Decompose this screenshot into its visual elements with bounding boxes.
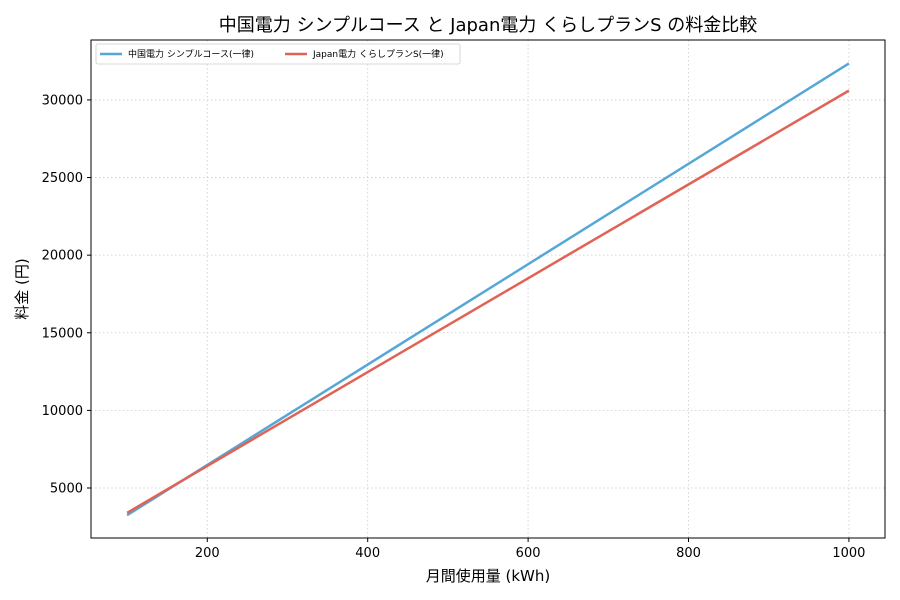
y-axis-label: 料金 (円) — [13, 258, 31, 319]
series-lines — [126, 62, 850, 517]
y-tick-label: 20000 — [42, 249, 83, 264]
y-tick-label: 30000 — [42, 93, 83, 108]
x-tick-label: 200 — [195, 546, 220, 561]
series-line-japan — [126, 89, 850, 514]
series-line-chugoku — [126, 62, 850, 517]
legend-box — [95, 43, 461, 65]
chart-title: 中国電力 シンプルコース と Japan電力 くらしプランS の料金比較 — [219, 15, 757, 36]
x-tick-label: 1000 — [832, 546, 865, 561]
axis-ticks: 200 400 600 800 1000 5000 10000 15000 20000 25000… — [42, 93, 866, 561]
legend: 中国電力 シンプルコース(一律) Japan電力 くらしプランS(一律) — [95, 43, 461, 65]
legend-label-chugoku: 中国電力 シンプルコース(一律) — [128, 48, 254, 60]
grid — [91, 40, 885, 538]
y-tick-label: 25000 — [42, 171, 83, 186]
y-tick-label: 15000 — [42, 326, 83, 341]
y-tick-label: 10000 — [42, 404, 83, 419]
plot-frame — [90, 39, 886, 539]
x-tick-label: 600 — [516, 546, 541, 561]
x-tick-label: 400 — [355, 546, 380, 561]
x-axis-label: 月間使用量 (kWh) — [426, 567, 551, 585]
legend-label-japan: Japan電力 くらしプランS(一律) — [312, 48, 444, 60]
x-tick-label: 800 — [676, 546, 701, 561]
y-tick-label: 5000 — [50, 482, 83, 497]
